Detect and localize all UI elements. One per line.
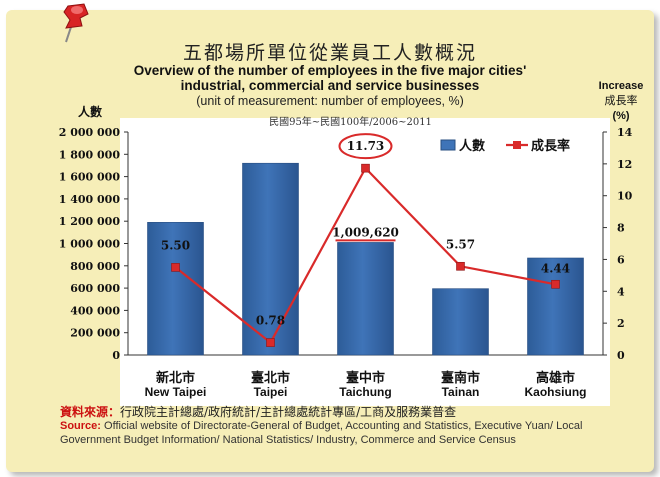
growth-data-label: 4.44 bbox=[541, 261, 570, 275]
left-tick-label: 1 800 000 bbox=[59, 148, 121, 161]
chart-title-zh: 五都場所單位從業員工人數概況 bbox=[182, 42, 477, 64]
bar-data-label: 1,009,620 bbox=[332, 225, 399, 239]
growth-marker-2 bbox=[266, 338, 275, 347]
x-category-label-zh: 臺中市 bbox=[346, 370, 385, 386]
legend-line-marker bbox=[513, 141, 521, 149]
source-note: 資料來源：行政院主計總處/政府統計/主計總處統計專區/工商及服務業普查 Sour… bbox=[60, 405, 640, 447]
pushpin-icon bbox=[63, 3, 89, 43]
chart-unit-note: (unit of measurement: number of employee… bbox=[196, 94, 464, 108]
legend-bar-swatch bbox=[440, 139, 456, 151]
legend-bar-label: 人數 bbox=[459, 138, 485, 154]
left-tick-label: 1 200 000 bbox=[59, 215, 121, 228]
source-label-en: Source: bbox=[60, 420, 101, 432]
x-category-label-zh: 臺北市 bbox=[251, 370, 290, 386]
source-label-zh: 資料來源： bbox=[60, 405, 121, 419]
bar-3 bbox=[337, 242, 394, 356]
chart-title-en-line1: Overview of the number of employees in t… bbox=[133, 63, 527, 78]
right-tick-label: 8 bbox=[617, 222, 625, 235]
right-tick-label: 6 bbox=[617, 253, 625, 266]
growth-data-label: 0.78 bbox=[256, 314, 285, 328]
left-tick-label: 2 000 000 bbox=[59, 126, 121, 139]
right-tick-label: 12 bbox=[617, 158, 632, 171]
left-tick-label: 1 600 000 bbox=[59, 171, 121, 184]
bar-4 bbox=[432, 288, 489, 356]
legend-line-label: 成長率 bbox=[531, 138, 570, 154]
right-tick-label: 2 bbox=[617, 317, 625, 330]
highlight-circle bbox=[338, 133, 393, 160]
right-tick-label: 10 bbox=[617, 190, 633, 203]
x-category-label-zh: 臺南市 bbox=[441, 370, 480, 386]
left-tick-label: 0 bbox=[112, 349, 120, 362]
period-note: 民國95年~民國100年/2006~2011 bbox=[269, 115, 432, 128]
bar-2 bbox=[242, 162, 299, 356]
left-tick-label: 600 000 bbox=[70, 282, 120, 295]
left-axis-label: 人數 bbox=[78, 104, 102, 119]
left-tick-label: 200 000 bbox=[70, 327, 120, 340]
right-axis-label-unit: (%) bbox=[612, 110, 629, 122]
growth-data-label: 5.57 bbox=[446, 237, 475, 251]
right-tick-label: 4 bbox=[617, 285, 625, 298]
right-tick-label: 14 bbox=[617, 126, 633, 139]
chart-title-en-line2: industrial, commercial and service busin… bbox=[180, 78, 480, 93]
growth-marker-3 bbox=[361, 163, 370, 173]
x-category-label-en: Kaohsiung bbox=[525, 385, 587, 399]
right-axis-label-en: Increase bbox=[599, 80, 644, 92]
x-category-label-zh: 新北市 bbox=[156, 370, 195, 386]
source-text-zh: 行政院主計總處/政府統計/主計總處統計專區/工商及服務業普查 bbox=[120, 405, 457, 419]
right-tick-label: 0 bbox=[617, 349, 625, 362]
bar-1 bbox=[147, 222, 204, 356]
left-tick-label: 800 000 bbox=[70, 260, 120, 273]
x-category-label-en: Taipei bbox=[254, 385, 288, 399]
growth-marker-1 bbox=[171, 263, 180, 272]
x-category-label-en: Tainan bbox=[442, 385, 480, 399]
growth-data-label: 5.50 bbox=[161, 238, 190, 252]
growth-marker-4 bbox=[456, 261, 465, 271]
x-category-label-en: New Taipei bbox=[145, 385, 207, 399]
left-tick-label: 1 000 000 bbox=[59, 238, 121, 251]
x-category-label-en: Taichung bbox=[339, 385, 391, 399]
left-tick-label: 400 000 bbox=[70, 304, 120, 317]
right-axis-label-zh: 成長率 bbox=[605, 93, 638, 107]
bar-5 bbox=[527, 257, 584, 356]
source-text-en: Official website of Directorate-General … bbox=[60, 420, 583, 446]
growth-data-label: 11.73 bbox=[347, 139, 385, 153]
x-category-label-zh: 高雄市 bbox=[536, 370, 575, 386]
left-tick-label: 1 400 000 bbox=[59, 193, 121, 206]
growth-marker-5 bbox=[551, 279, 560, 289]
